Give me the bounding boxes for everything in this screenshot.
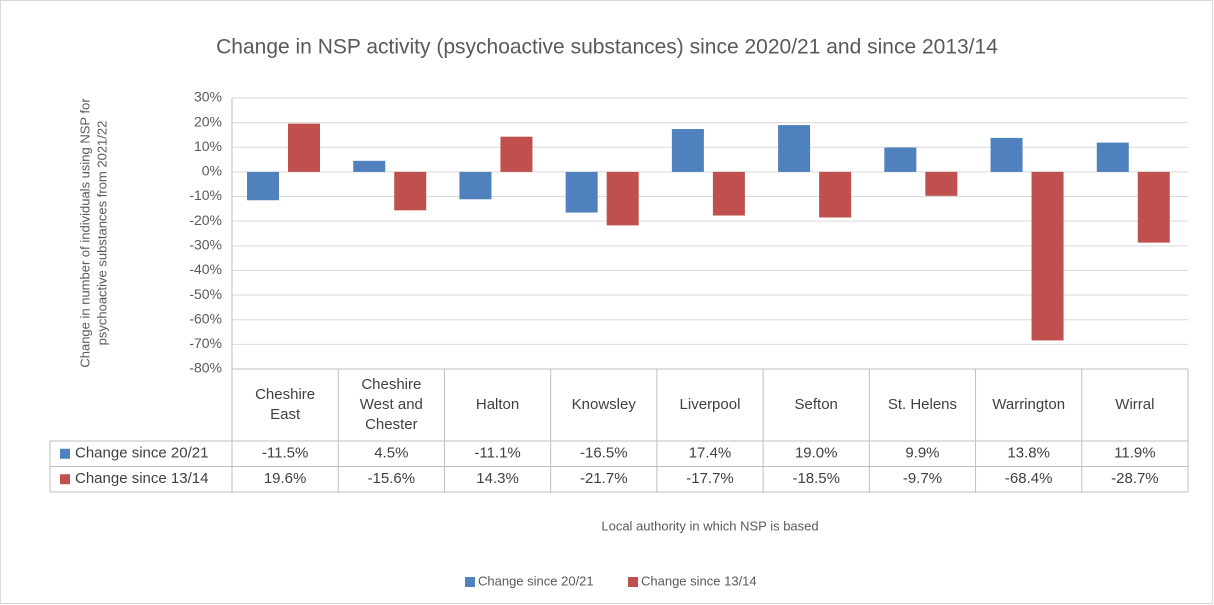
bar xyxy=(925,171,958,196)
bar xyxy=(671,129,704,172)
table-value: -15.6% xyxy=(368,470,416,487)
bar xyxy=(819,171,852,218)
y-tick-label: -70% xyxy=(189,335,222,351)
table-value: -18.5% xyxy=(792,470,840,487)
y-tick-label: -40% xyxy=(189,261,222,277)
y-axis-title: Change in number of individuals using NS… xyxy=(77,98,92,368)
table-value: 14.3% xyxy=(476,470,519,487)
bar xyxy=(884,147,917,172)
bar xyxy=(565,171,598,213)
y-tick-label: -30% xyxy=(189,237,222,253)
table-value: 13.8% xyxy=(1007,445,1050,462)
table-value: -11.1% xyxy=(474,445,520,462)
legend-key xyxy=(465,577,475,587)
legend-label: Change since 13/14 xyxy=(641,573,757,588)
bar xyxy=(459,171,492,200)
legend-label: Change since 20/21 xyxy=(478,573,594,588)
table-value: -11.5% xyxy=(262,445,308,462)
y-tick-label: -10% xyxy=(189,187,222,203)
x-tick-label: Liverpool xyxy=(679,396,741,413)
table-value: 4.5% xyxy=(374,445,408,462)
bar xyxy=(778,125,811,172)
table-row-label: Change since 13/14 xyxy=(75,470,208,487)
table-value: -28.7% xyxy=(1111,470,1159,487)
table-value: -9.7% xyxy=(903,470,942,487)
bar xyxy=(247,171,279,201)
y-tick-label: -60% xyxy=(189,310,222,326)
legend-key xyxy=(628,577,638,587)
table-value: -68.4% xyxy=(1005,470,1053,487)
table-value: 19.6% xyxy=(264,470,307,487)
table-value: -16.5% xyxy=(580,445,628,462)
table-value: 9.9% xyxy=(905,445,939,462)
y-tick-label: 10% xyxy=(194,138,222,154)
bar xyxy=(1096,142,1129,172)
legend-key xyxy=(60,474,70,485)
legend-key xyxy=(60,448,70,459)
y-tick-label: 0% xyxy=(202,163,222,179)
y-tick-label: 30% xyxy=(194,89,222,105)
y-axis-title: psychoactive substances from 2021/22 xyxy=(94,121,109,346)
y-tick-label: 20% xyxy=(194,113,222,129)
x-axis-title: Local authority in which NSP is based xyxy=(601,518,818,533)
table-value: -21.7% xyxy=(580,470,628,487)
x-tick-label: Cheshire West and Chester xyxy=(359,376,423,433)
bar xyxy=(990,137,1023,172)
x-tick-label: Cheshire East xyxy=(255,386,316,423)
x-tick-label: Warrington xyxy=(992,396,1066,413)
bar xyxy=(394,171,427,211)
y-tick-label: -50% xyxy=(189,286,222,302)
x-tick-label: Halton xyxy=(475,396,520,413)
bar xyxy=(712,171,745,216)
bar xyxy=(1031,171,1064,341)
bar xyxy=(353,160,386,172)
bar xyxy=(288,123,320,172)
x-tick-label: Wirral xyxy=(1115,396,1155,413)
table-value: 19.0% xyxy=(795,445,838,462)
table-value: 17.4% xyxy=(689,445,732,462)
table-value: -17.7% xyxy=(686,470,734,487)
table-row-label: Change since 20/21 xyxy=(75,445,208,462)
x-tick-label: Knowsley xyxy=(571,396,636,413)
x-tick-label: St. Helens xyxy=(887,396,958,413)
y-tick-label: -20% xyxy=(189,212,222,228)
table-value: 11.9% xyxy=(1114,445,1155,462)
y-tick-label: -80% xyxy=(189,360,222,376)
chart-title: Change in NSP activity (psychoactive sub… xyxy=(216,36,998,59)
x-tick-label: Sefton xyxy=(794,396,838,413)
bar xyxy=(500,136,533,172)
bar xyxy=(1137,171,1170,243)
bar xyxy=(606,171,639,226)
